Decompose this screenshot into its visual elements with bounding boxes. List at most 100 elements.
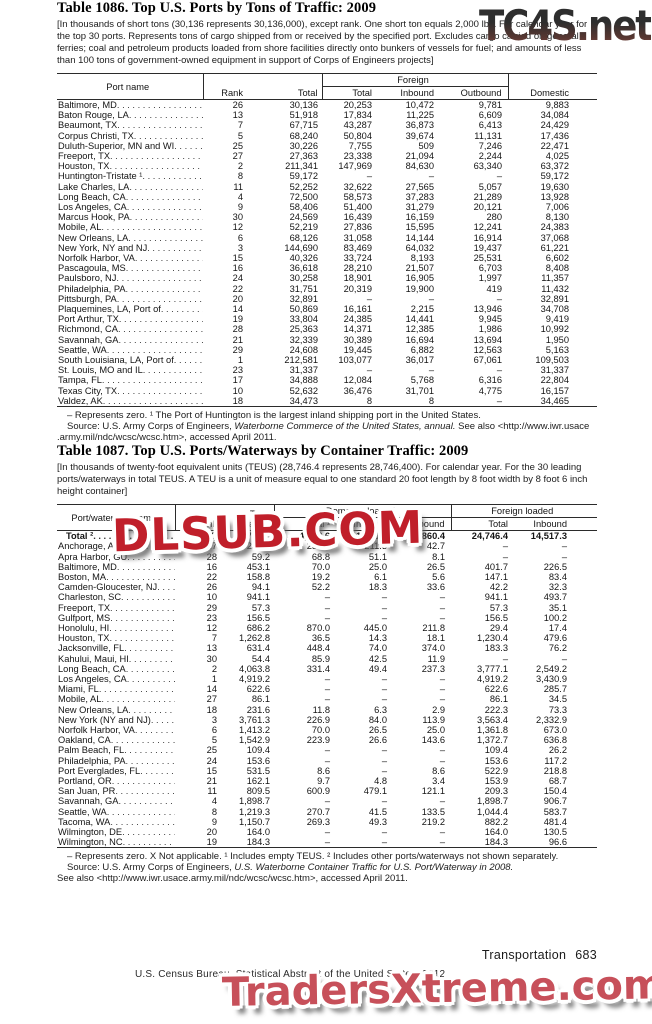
table-row: Corpus Christi, TX 5 68,240 50,804 39,674 11,… bbox=[57, 131, 597, 141]
table-row: Miami, FL 14 622.6 – – – 622.6 285.7 bbox=[57, 684, 597, 694]
value-cell: 3 bbox=[237, 242, 243, 253]
port-name: New Orleans, LA bbox=[58, 704, 129, 715]
port-name: Marcus Hook, PA bbox=[58, 212, 130, 223]
value-cell: 12,241 bbox=[473, 222, 503, 233]
value-cell: 28,210 bbox=[343, 263, 372, 274]
port-name-cell: Jacksonville, FL bbox=[57, 643, 175, 653]
value-cell: 11 bbox=[233, 181, 243, 192]
value-cell: 18.3 bbox=[368, 582, 387, 593]
value-cell: 11,225 bbox=[406, 110, 434, 121]
value-cell: 9,945 bbox=[478, 314, 503, 325]
value-cell: – bbox=[439, 745, 445, 756]
value-cell: – bbox=[428, 171, 434, 182]
table-row: Baltimore, MD 16 453.1 70.0 25.0 26.5 401.7 226… bbox=[57, 562, 597, 572]
table-row: South Louisiana, LA, Port of 1 212,581 103,… bbox=[57, 355, 597, 365]
table-row: Seattle, WA 8 1,219.3 270.7 41.5 133.5 1,044.4… bbox=[57, 807, 597, 817]
value-cell: – bbox=[324, 612, 330, 623]
table-row: New Orleans, LA 18 231.6 11.8 6.3 2.9 222.3 73.… bbox=[57, 705, 597, 715]
port-name-cell: Miami, FL bbox=[57, 684, 175, 694]
port-name: Portland, OR bbox=[58, 775, 112, 786]
value-cell: 10 bbox=[232, 385, 243, 396]
value-cell: 15,595 bbox=[405, 222, 434, 233]
col-group-foreign-loaded: Foreign loaded bbox=[450, 504, 597, 519]
value-cell: – bbox=[324, 673, 330, 684]
value-cell: 103,077 bbox=[338, 355, 372, 366]
value-cell: 1,044.4 bbox=[476, 806, 508, 817]
value-cell: 8,193 bbox=[410, 253, 434, 264]
table-1086-body: Baltimore, MD2630,13620,25310,4729,7819,… bbox=[57, 100, 597, 407]
port-name-cell: New Orleans, LA bbox=[57, 705, 175, 715]
value-cell: 583.7 bbox=[543, 806, 567, 817]
value-cell: 622.6 bbox=[246, 684, 270, 695]
port-name-cell: Tampa, FL bbox=[57, 375, 203, 385]
value-cell: 686.2 bbox=[246, 622, 270, 633]
col-header-foreign-total: Total bbox=[450, 517, 516, 531]
value-cell: 17.4 bbox=[548, 622, 567, 633]
value-cell: 31,279 bbox=[405, 202, 434, 213]
value-cell: 27 bbox=[232, 151, 243, 162]
dot-leader bbox=[122, 827, 175, 837]
port-name-cell: Baton Rouge, LA bbox=[57, 110, 203, 120]
value-cell: – bbox=[502, 541, 508, 552]
value-cell: 14.3 bbox=[368, 633, 387, 644]
value-cell: 11 bbox=[207, 786, 217, 797]
table-1087-container-traffic: Port/waterway name Rank Total loaded Dom… bbox=[57, 504, 597, 849]
value-cell: 183.3 bbox=[484, 643, 508, 654]
value-cell: 12 bbox=[232, 222, 243, 233]
value-cell: 4,919.2 bbox=[476, 673, 508, 684]
value-cell: 453.1 bbox=[246, 561, 270, 572]
port-name: Jacksonville, FL bbox=[58, 643, 125, 654]
port-name: Long Beach, CA bbox=[58, 663, 126, 674]
value-cell: 147,969 bbox=[338, 161, 372, 172]
value-cell: 636.8 bbox=[543, 735, 567, 746]
value-cell: 809.5 bbox=[246, 786, 270, 797]
port-name-cell: Charleston, SC bbox=[57, 592, 175, 602]
value-cell: – bbox=[496, 293, 503, 304]
value-cell: 11.9 bbox=[427, 653, 445, 664]
port-name-cell: Seattle, WA bbox=[57, 807, 175, 817]
value-cell: – bbox=[439, 592, 445, 603]
value-cell: 59.2 bbox=[251, 551, 270, 562]
value-cell: 1,542.9 bbox=[238, 735, 270, 746]
value-cell: 25.0 bbox=[426, 724, 445, 735]
value-cell: 8.6 bbox=[432, 765, 445, 776]
value-cell: – bbox=[502, 653, 508, 664]
value-cell: 84.0 bbox=[368, 714, 387, 725]
value-cell: 184.3 bbox=[484, 837, 508, 848]
dot-leader bbox=[116, 273, 203, 283]
port-name: Los Angeles, CA bbox=[58, 202, 127, 213]
port-name: Apra Harbor, GU bbox=[58, 551, 128, 562]
table-row: Portland, OR 21 162.1 9.7 4.8 3.4 153.9 68.7 bbox=[57, 776, 597, 786]
dot-leader bbox=[126, 664, 175, 674]
port-name: Norfolk Harbor, VA bbox=[58, 724, 135, 735]
value-cell: 2 bbox=[211, 663, 217, 674]
value-cell: 61,221 bbox=[540, 242, 570, 253]
value-cell: 8 bbox=[237, 171, 243, 182]
dot-leader bbox=[126, 756, 175, 766]
dot-leader bbox=[99, 684, 175, 694]
value-cell: 906.7 bbox=[543, 796, 567, 807]
value-cell: 34,084 bbox=[540, 110, 570, 121]
value-cell: 5,768 bbox=[410, 375, 434, 386]
value-cell: 24,746.4 bbox=[471, 531, 508, 542]
port-name-cell: Norfolk Harbor, VA bbox=[57, 725, 175, 735]
value-cell: 42.2 bbox=[489, 582, 508, 593]
value-cell: 64,032 bbox=[405, 242, 434, 253]
port-name: Philadelphia, PA bbox=[58, 755, 126, 766]
port-name: St. Louis, MO and IL bbox=[58, 365, 143, 376]
dot-leader bbox=[110, 161, 203, 171]
value-cell: 30,258 bbox=[289, 273, 318, 284]
port-name-cell: New York, NY and NJ bbox=[57, 243, 203, 253]
value-cell: 5,163 bbox=[545, 344, 570, 355]
value-cell: 25 bbox=[232, 140, 243, 151]
value-cell: 19 bbox=[206, 837, 217, 848]
value-cell: 15 bbox=[232, 253, 243, 264]
port-name: Charleston, SC bbox=[58, 592, 122, 603]
value-cell: 26.2 bbox=[548, 745, 567, 756]
table-row: Beaumont, TX 7 67,715 43,287 36,873 6,413 24,4… bbox=[57, 120, 597, 130]
value-cell: 32,891 bbox=[289, 293, 318, 304]
dot-leader bbox=[134, 131, 203, 141]
col-group-domestic-loaded: Domestic loaded bbox=[273, 504, 451, 519]
value-cell: 9 bbox=[237, 202, 243, 213]
value-cell: 2.9 bbox=[432, 704, 445, 715]
